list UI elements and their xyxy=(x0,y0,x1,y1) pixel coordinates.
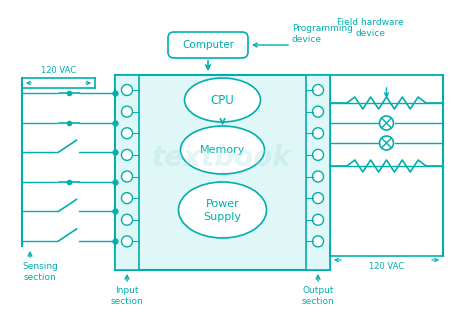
Bar xyxy=(115,75,330,270)
Circle shape xyxy=(313,106,323,117)
Ellipse shape xyxy=(184,78,261,122)
Circle shape xyxy=(313,214,323,225)
Circle shape xyxy=(121,85,133,95)
Bar xyxy=(115,75,139,270)
Text: Supply: Supply xyxy=(203,212,241,222)
Text: Input
section: Input section xyxy=(110,286,143,306)
Circle shape xyxy=(379,136,394,150)
Circle shape xyxy=(313,171,323,182)
Text: 120 VAC: 120 VAC xyxy=(41,66,76,75)
Ellipse shape xyxy=(180,126,264,174)
FancyBboxPatch shape xyxy=(168,32,248,58)
Circle shape xyxy=(313,85,323,95)
Circle shape xyxy=(121,128,133,139)
Text: 120 VAC: 120 VAC xyxy=(369,262,404,271)
Text: Sensing
section: Sensing section xyxy=(22,262,58,282)
Text: Output
section: Output section xyxy=(302,286,334,306)
Text: Computer: Computer xyxy=(182,40,234,50)
Text: Field hardware
device: Field hardware device xyxy=(337,18,403,38)
Text: textbook: textbook xyxy=(152,144,292,172)
Circle shape xyxy=(313,236,323,247)
Circle shape xyxy=(313,128,323,139)
Circle shape xyxy=(379,116,394,130)
Circle shape xyxy=(313,193,323,204)
Circle shape xyxy=(121,106,133,117)
Text: CPU: CPU xyxy=(211,93,235,107)
Text: Power: Power xyxy=(206,199,239,209)
Circle shape xyxy=(313,149,323,160)
Circle shape xyxy=(121,171,133,182)
Bar xyxy=(306,75,330,270)
Text: Programming
device: Programming device xyxy=(292,24,353,44)
Circle shape xyxy=(121,214,133,225)
Text: Memory: Memory xyxy=(200,145,245,155)
Circle shape xyxy=(121,236,133,247)
Circle shape xyxy=(121,149,133,160)
Circle shape xyxy=(121,193,133,204)
Ellipse shape xyxy=(179,182,267,238)
